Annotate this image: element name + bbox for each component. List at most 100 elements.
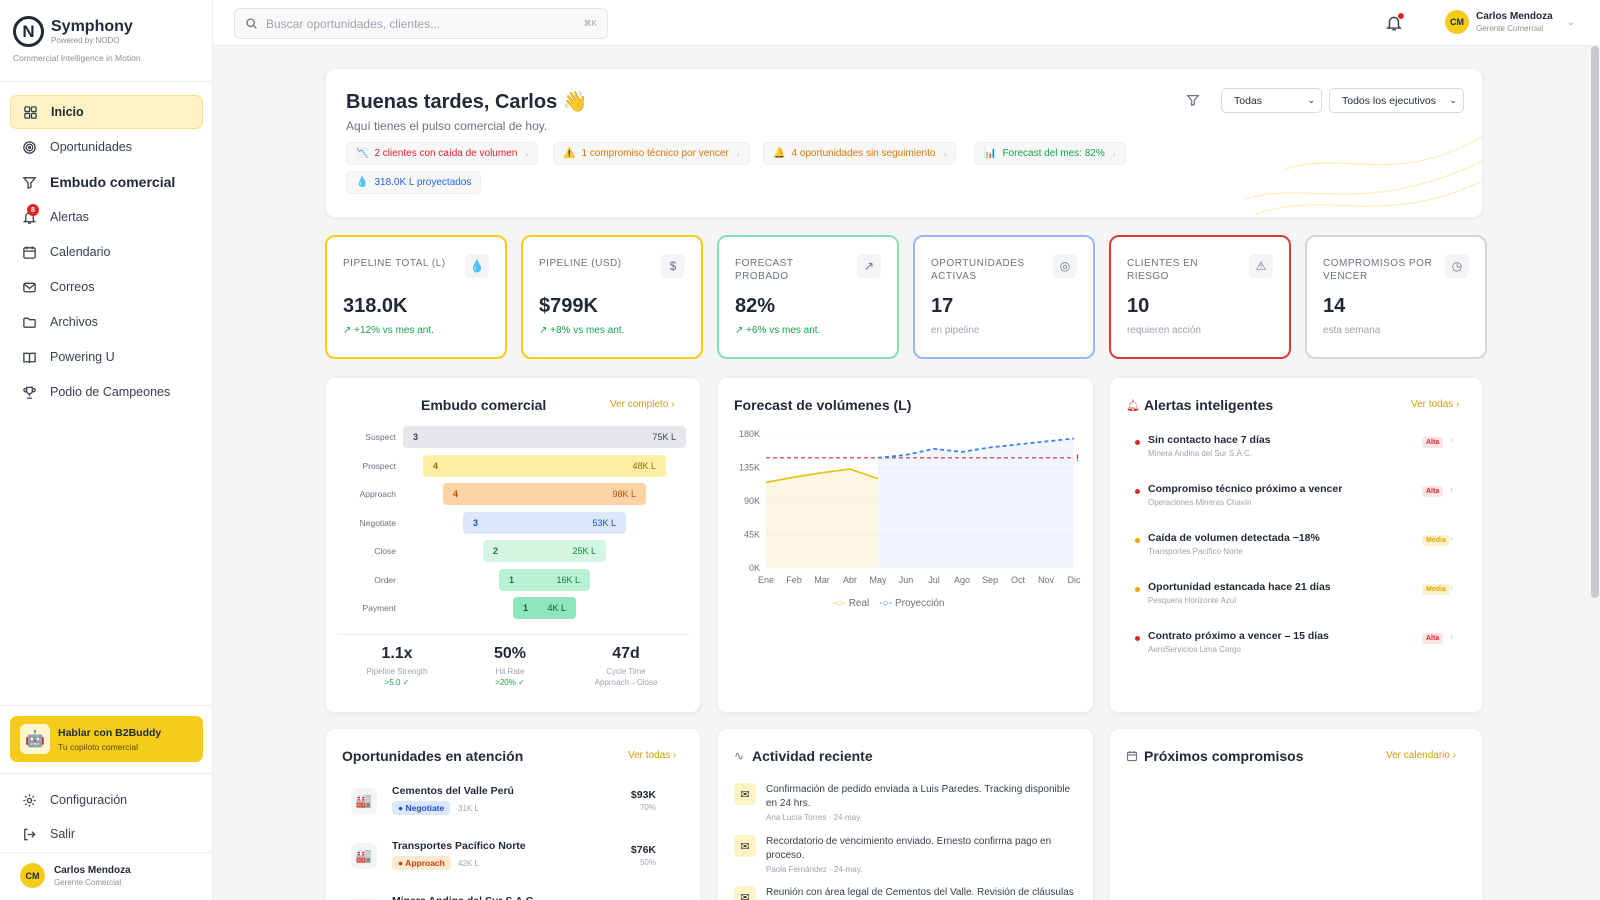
topbar: Buscar oportunidades, clientes... ⌘K CM …	[213, 0, 1600, 46]
alert-priority-badge: Media	[1422, 535, 1450, 546]
funnel-stage-label: Close	[374, 546, 396, 556]
chevron-right-icon: ›	[525, 148, 529, 159]
avatar: CM	[1445, 10, 1469, 34]
calendar-view-link[interactable]: Ver calendario ›	[1386, 750, 1457, 761]
funnel-stage-volume: 25K L	[572, 546, 596, 556]
chevron-down-icon: ⌄	[1449, 95, 1457, 105]
commitments-title: Próximos compromisos	[1144, 748, 1304, 764]
kpi-label: PIPELINE (USD)	[539, 258, 622, 269]
kpi-delta: esta semana	[1323, 325, 1381, 336]
sidebar-item-archivos[interactable]: Archivos	[10, 305, 203, 339]
settings-button[interactable]: Configuración	[10, 785, 203, 815]
user-role: Gerente Comercial	[54, 877, 122, 887]
brand-logo[interactable]: N Symphony Powered by NODO	[13, 16, 133, 47]
funnel-stage-bar[interactable]: 1 4K L	[513, 597, 576, 619]
alerts-view-all-link[interactable]: Ver todas ›	[1411, 399, 1460, 410]
sidebar: N Symphony Powered by NODO Commercial In…	[0, 0, 213, 900]
sidebar-item-podio[interactable]: Podio de Campeones	[10, 375, 203, 409]
kpi-card[interactable]: CLIENTES EN RIESGO ⚠ 10 requieren acción	[1109, 235, 1291, 359]
mail-icon	[21, 279, 37, 295]
kpi-icon: $	[661, 254, 685, 278]
user-name: Carlos Mendoza	[1476, 11, 1553, 22]
executive-select[interactable]: Todos los ejecutivos ⌄	[1329, 88, 1464, 113]
pill-icon: 🔔	[773, 148, 786, 159]
buddy-subtitle: Tu copiloto comercial	[58, 741, 138, 752]
mail-icon: ✉	[734, 835, 756, 857]
alert-pill[interactable]: 🔔 4 oportunidades sin seguimiento ›	[763, 142, 957, 165]
chevron-down-icon: ⌄	[1566, 16, 1576, 28]
kpi-icon: ◎	[1053, 254, 1077, 278]
kpi-label: OPORTUNIDADES ACTIVAS	[931, 258, 1025, 282]
scrollbar[interactable]	[1591, 46, 1599, 598]
kpi-card[interactable]: OPORTUNIDADES ACTIVAS ◎ 17 en pipeline	[913, 235, 1095, 359]
kpi-card[interactable]: FORECAST PROBADO ↗ 82% ↗ +6% vs mes ant.	[717, 235, 899, 359]
alert-pill[interactable]: 📊 Forecast del mes: 82% ›	[974, 142, 1126, 165]
sidebar-item-label: Inicio	[51, 105, 84, 119]
mail-icon: ✉	[734, 886, 756, 900]
factory-icon: 🏭	[351, 843, 377, 869]
notification-dot	[1398, 13, 1404, 19]
metric-label: Hit Rate	[495, 667, 525, 676]
series-area	[766, 468, 878, 568]
settings-label: Configuración	[50, 793, 128, 807]
alert-severity-dot	[1135, 636, 1140, 641]
alert-pill[interactable]: 📉 2 clientes con caída de volumen ›	[346, 142, 539, 165]
sidebar-user[interactable]: CM Carlos Mendoza Gerente Comercial	[20, 863, 131, 888]
sidebar-item-embudo[interactable]: Embudo comercial	[10, 165, 203, 199]
kpi-label: COMPROMISOS POR VENCER	[1323, 258, 1433, 282]
opportunities-view-all-link[interactable]: Ver todas ›	[628, 750, 677, 761]
sidebar-item-powering-u[interactable]: Powering U	[10, 340, 203, 374]
legend-proj: Proyección	[894, 598, 945, 609]
commitments-card: Próximos compromisos Ver calendario ›	[1109, 728, 1483, 900]
funnel-stage-bar[interactable]: 4 48K L	[423, 454, 666, 477]
search-input[interactable]: Buscar oportunidades, clientes... ⌘K	[234, 8, 608, 39]
pill-icon: ⚠️	[563, 148, 576, 159]
y-tick-label: 180K	[739, 429, 760, 439]
alert-priority-badge: Alta	[1422, 633, 1444, 644]
kpi-label: CLIENTES EN RIESGO	[1127, 258, 1199, 282]
funnel-stage-bar[interactable]: 3 75K L	[403, 426, 686, 448]
period-select[interactable]: Todas ⌄	[1221, 88, 1322, 113]
alert-pill[interactable]: ⚠️ 1 compromiso técnico por vencer ›	[553, 142, 750, 165]
sidebar-item-alertas[interactable]: 8 Alertas	[10, 200, 203, 234]
factory-icon: 🏭	[351, 898, 377, 900]
logout-button[interactable]: Salir	[10, 819, 203, 849]
kpi-card[interactable]: PIPELINE (USD) $ $799K ↗ +8% vs mes ant.	[521, 235, 703, 359]
search-placeholder: Buscar oportunidades, clientes...	[266, 16, 441, 31]
sidebar-item-calendario[interactable]: Calendario	[10, 235, 203, 269]
funnel-stage-bar[interactable]: 4 98K L	[443, 483, 646, 505]
funnel-view-all-link[interactable]: Ver completo ›	[610, 399, 675, 410]
alert-title: Compromiso técnico próximo a vencer	[1148, 483, 1343, 495]
sidebar-item-inicio[interactable]: Inicio	[10, 95, 203, 129]
search-icon	[246, 18, 257, 29]
factory-icon: 🏭	[351, 788, 377, 814]
chevron-right-icon: ›	[1450, 631, 1453, 641]
alerts-title: Alertas inteligentes	[1144, 397, 1274, 413]
user-menu[interactable]: CM Carlos Mendoza Gerente Comercial ⌄	[1445, 10, 1575, 34]
book-icon	[21, 349, 37, 365]
chevron-right-icon: ›	[1450, 435, 1453, 445]
sidebar-item-oportunidades[interactable]: Oportunidades	[10, 130, 203, 164]
funnel-stage-bar[interactable]: 1 16K L	[499, 568, 590, 591]
b2buddy-button[interactable]: 🤖 Hablar con B2Buddy Tu copiloto comerci…	[10, 716, 203, 762]
kpi-card[interactable]: COMPROMISOS POR VENCER ◷ 14 esta semana	[1305, 235, 1487, 359]
sidebar-item-correos[interactable]: Correos	[10, 270, 203, 304]
notification-bell-icon[interactable]	[1385, 14, 1403, 32]
alert-pill[interactable]: 💧 318.0K L proyectados	[346, 171, 482, 194]
legend-proj-marker: -○-	[879, 598, 892, 609]
y-tick-label: 135K	[739, 463, 760, 473]
alert-severity-dot	[1135, 440, 1140, 445]
page-subtitle: Aquí tienes el pulso comercial de hoy.	[346, 119, 548, 133]
robot-avatar-icon: 🤖	[20, 724, 50, 754]
funnel-stage-bar[interactable]: 3 53K L	[463, 511, 626, 534]
alert-severity-dot	[1135, 489, 1140, 494]
kpi-card[interactable]: PIPELINE TOTAL (L) 💧 318.0K ↗ +12% vs mes a…	[325, 235, 507, 359]
x-tick-label: Abr	[843, 575, 857, 585]
funnel-stage-bar[interactable]: 2 25K L	[483, 540, 606, 562]
sidebar-item-label: Archivos	[50, 315, 98, 329]
page-title: Buenas tardes, Carlos 👋	[346, 91, 588, 113]
funnel-stage-volume: 48K L	[632, 460, 656, 471]
alert-severity-dot	[1135, 587, 1140, 592]
y-tick-label: 90K	[744, 496, 760, 506]
activity-pulse-icon: ∿	[734, 749, 745, 763]
